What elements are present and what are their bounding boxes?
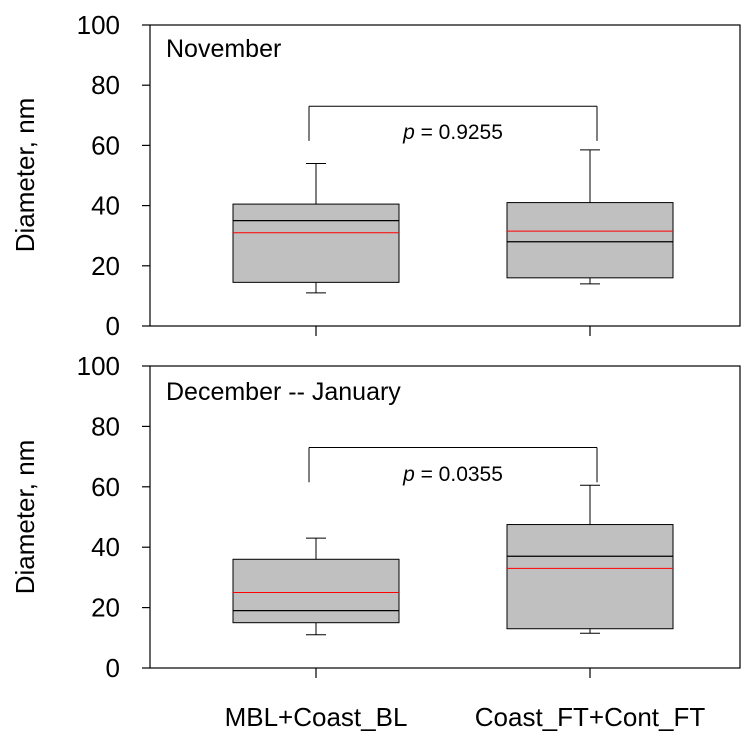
significance-bracket — [308, 105, 598, 141]
y-tick-label: 80 — [91, 70, 120, 100]
box-series — [232, 484, 674, 636]
y-tick-label: 60 — [91, 130, 120, 160]
box-1 — [506, 149, 674, 285]
y-axis-label: Diameter, nm — [10, 98, 40, 253]
box-0 — [232, 537, 400, 636]
box-iqr — [506, 202, 674, 279]
y-axis-label: Diameter, nm — [10, 440, 40, 595]
y-axis-ticks: 0 20 40 60 80 100 — [77, 10, 591, 341]
y-tick-label: 40 — [91, 532, 120, 562]
plot-area-frame — [149, 365, 741, 669]
significance-bracket — [308, 447, 598, 483]
y-tick-label: 40 — [91, 191, 120, 221]
panel-title: November — [166, 35, 281, 63]
y-tick-label: 80 — [91, 411, 120, 441]
y-tick-label: 100 — [77, 351, 120, 381]
box-iqr — [506, 524, 674, 630]
x-category-label-0: MBL+Coast_BL — [225, 702, 408, 732]
y-axis-ticks: 0 20 40 60 80 100 — [77, 351, 591, 683]
box-iqr — [232, 558, 400, 624]
y-tick-label: 0 — [106, 653, 120, 683]
box-iqr — [232, 203, 400, 283]
y-tick-label: 0 — [106, 311, 120, 341]
plot-area-frame — [149, 24, 741, 327]
x-category-label-1: Coast_FT+Cont_FT — [475, 702, 706, 732]
box-1 — [506, 484, 674, 634]
panel-title: December -- January — [166, 378, 401, 406]
panel-november: November Diameter, nm 0 20 40 60 80 100 p = 0… — [10, 10, 741, 341]
p-value-label: p = 0.9255 — [402, 121, 503, 144]
panel-december-january: December -- January Diameter, nm 0 20 40 60… — [10, 351, 741, 683]
y-tick-label: 20 — [91, 251, 120, 281]
y-tick-label: 60 — [91, 472, 120, 502]
p-value-label: p = 0.0355 — [402, 463, 503, 486]
y-tick-label: 20 — [91, 593, 120, 623]
box-0 — [232, 162, 400, 294]
box-series — [232, 149, 674, 294]
y-tick-label: 100 — [77, 10, 120, 40]
